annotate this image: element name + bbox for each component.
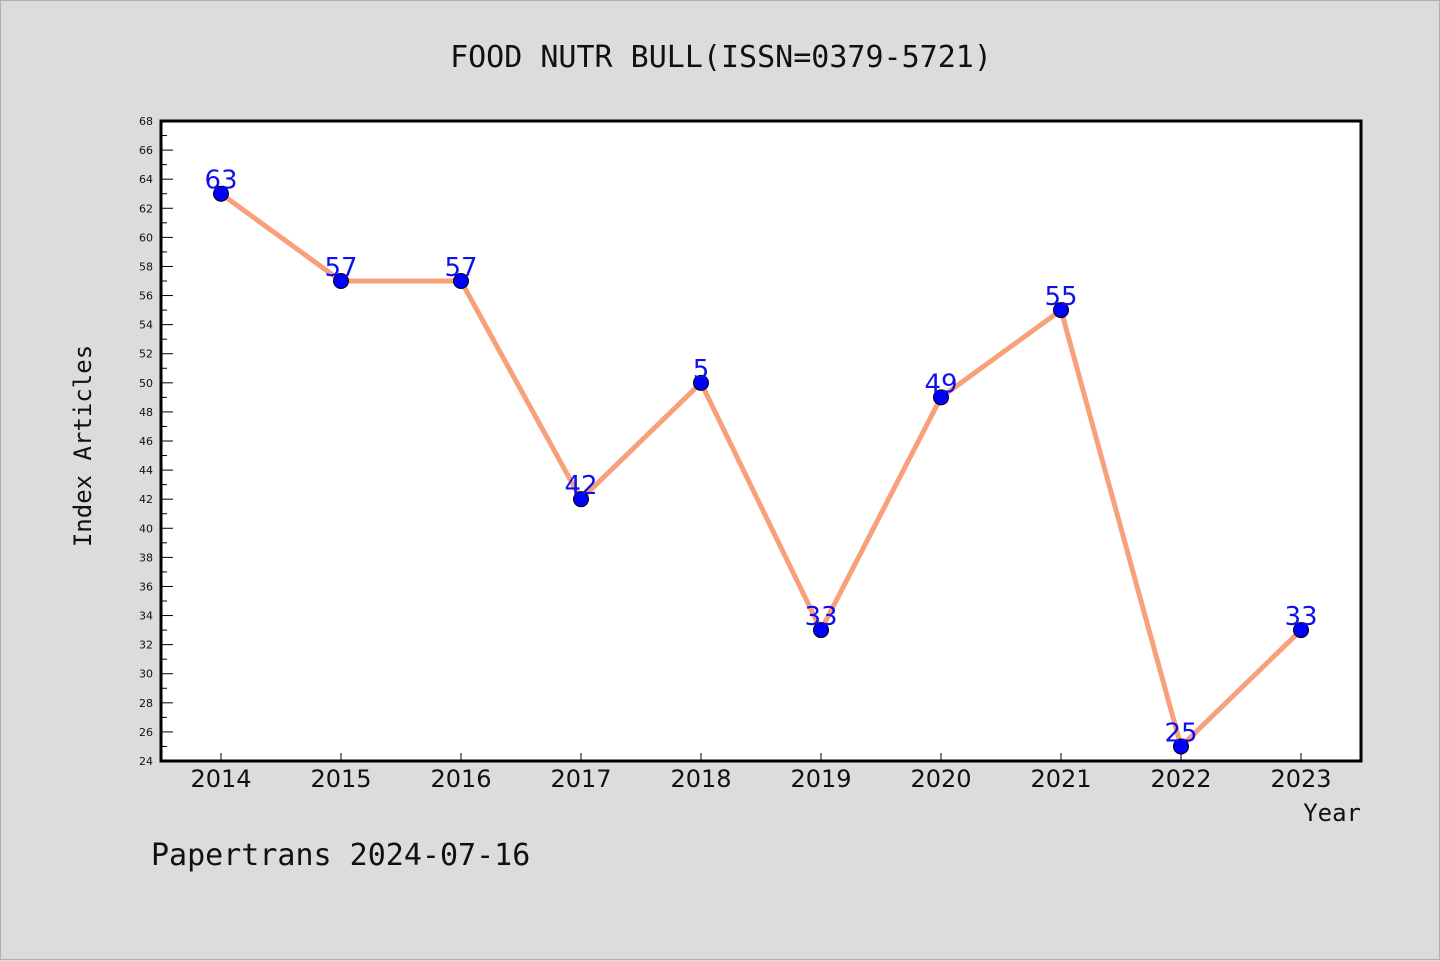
data-label: 25 [1164,718,1197,748]
x-tick-label: 2015 [310,765,371,793]
data-markers [213,185,1309,755]
y-tick-label: 48 [139,406,153,419]
y-tick-label: 28 [139,697,153,710]
x-tick-label: 2021 [1030,765,1091,793]
y-tick-label: 30 [139,668,153,681]
y-tick-label: 64 [139,173,153,186]
y-tick-label: 52 [139,348,153,361]
series-line-group [219,191,1303,749]
data-label: 57 [324,253,357,283]
chart-title: FOOD NUTR BULL(ISSN=0379-5721) [450,40,992,75]
y-axis-label: Index Articles [69,345,97,547]
x-tick-label: 2019 [790,765,851,793]
data-label: 33 [1284,602,1317,632]
y-axis-ticks: 24 26 28 30 32 34 36 38 40 42 44 46 48 50 52 54 56 58 60 62… [139,115,173,768]
y-tick-label: 24 [139,755,153,768]
data-label: 63 [204,166,237,196]
x-tick-label: 2023 [1270,765,1331,793]
y-tick-label: 58 [139,260,153,273]
y-tick-label: 68 [139,115,153,128]
x-axis-ticks: 2014 2015 2016 2017 2018 2019 2020 2021 2022 2023 [190,753,1332,793]
y-tick-label: 44 [139,464,153,477]
y-tick-label: 62 [139,202,153,215]
y-tick-label: 38 [139,551,153,564]
data-point [693,374,709,391]
y-tick-label: 26 [139,726,153,739]
data-label: 5 [693,355,710,385]
x-tick-label: 2017 [550,765,611,793]
y-tick-label: 40 [139,522,153,535]
data-label: 33 [804,602,837,632]
data-point [573,491,589,508]
y-tick-label: 42 [139,493,153,506]
y-tick-label: 56 [139,290,153,303]
data-point [1173,738,1189,755]
y-tick-label: 32 [139,639,153,652]
x-tick-label: 2018 [670,765,731,793]
data-label: 49 [924,369,957,399]
y-tick-label: 66 [139,144,153,157]
data-labels: 63 57 57 42 5 33 49 55 25 33 [204,166,1317,749]
data-label: 55 [1044,282,1077,312]
series-line [219,191,1303,749]
data-point [933,389,949,406]
x-tick-label: 2014 [190,765,251,793]
x-axis-label: Year [1303,799,1361,827]
data-label: 57 [444,253,477,283]
y-tick-label: 46 [139,435,153,448]
data-point [1053,302,1069,319]
y-tick-label: 36 [139,580,153,593]
data-point [813,622,829,639]
x-tick-label: 2016 [430,765,491,793]
y-tick-label: 50 [139,377,153,390]
y-tick-label: 34 [139,610,153,623]
data-label: 42 [564,471,597,501]
y-tick-label: 60 [139,231,153,244]
x-tick-label: 2020 [910,765,971,793]
data-point [213,185,229,202]
plot-area [159,119,1363,763]
data-point [1293,622,1309,639]
y-tick-label: 54 [139,319,153,332]
footer-text: Papertrans 2024-07-16 [151,838,530,873]
data-point [333,273,349,289]
data-point [453,273,469,289]
x-tick-label: 2022 [1150,765,1211,793]
